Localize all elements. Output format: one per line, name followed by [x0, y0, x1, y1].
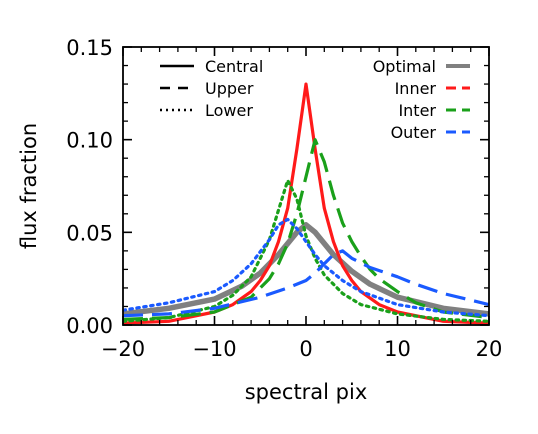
y-axis-label: flux fraction — [17, 123, 41, 249]
x-tick-label: −10 — [192, 337, 236, 361]
x-tick-label: −20 — [101, 337, 145, 361]
legend-label-inter: Inter — [398, 101, 436, 120]
axes: −20 −10 0 10 20 0.00 0.05 0.10 0.15 — [66, 36, 502, 361]
x-tick-label: 10 — [384, 337, 411, 361]
y-tick-label: 0.05 — [66, 221, 113, 245]
series-line-inter-lower — [123, 178, 489, 323]
x-tick-label: 0 — [299, 337, 312, 361]
series-line-outer-upper — [123, 249, 489, 318]
legend-label-upper: Upper — [205, 79, 254, 98]
x-axis-label: spectral pix — [245, 380, 368, 404]
x-tick-label: 20 — [476, 337, 503, 361]
series-line-optimal-central — [123, 222, 489, 317]
legend-label-central: Central — [205, 57, 263, 76]
plot-lines — [123, 82, 489, 325]
series-line-outer-lower — [123, 217, 489, 318]
y-tick-label: 0.15 — [66, 36, 113, 60]
series-line-inner-central — [123, 82, 489, 325]
legend-label-optimal: Optimal — [373, 57, 436, 76]
legend-label-outer: Outer — [391, 123, 437, 142]
y-tick-label: 0.00 — [66, 314, 113, 338]
y-tick-label: 0.10 — [66, 129, 113, 153]
legend-label-lower: Lower — [205, 101, 253, 120]
legend-label-inner: Inner — [395, 79, 437, 98]
legend: Central Upper Lower Optimal Inner Inter Outer — [160, 57, 470, 142]
series-line-inter-upper — [123, 138, 489, 321]
